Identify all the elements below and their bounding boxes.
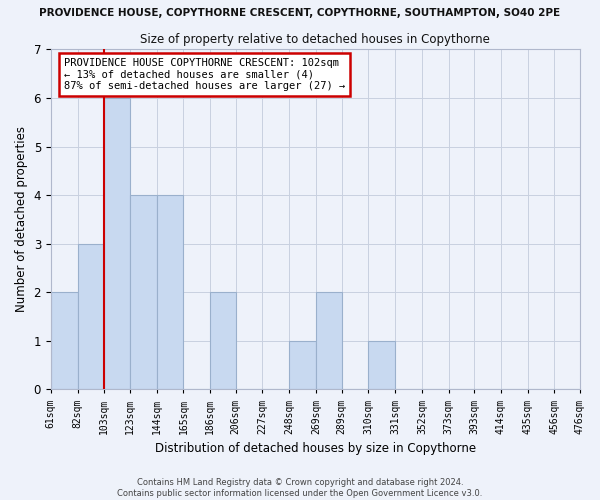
Bar — [157, 195, 184, 390]
Text: Contains HM Land Registry data © Crown copyright and database right 2024.
Contai: Contains HM Land Registry data © Crown c… — [118, 478, 482, 498]
Bar — [104, 98, 130, 390]
Bar — [210, 292, 236, 390]
Bar — [316, 292, 341, 390]
Text: PROVIDENCE HOUSE COPYTHORNE CRESCENT: 102sqm
← 13% of detached houses are smalle: PROVIDENCE HOUSE COPYTHORNE CRESCENT: 10… — [64, 58, 345, 91]
X-axis label: Distribution of detached houses by size in Copythorne: Distribution of detached houses by size … — [155, 442, 476, 455]
Bar — [130, 195, 157, 390]
Bar — [51, 292, 77, 390]
Text: PROVIDENCE HOUSE, COPYTHORNE CRESCENT, COPYTHORNE, SOUTHAMPTON, SO40 2PE: PROVIDENCE HOUSE, COPYTHORNE CRESCENT, C… — [40, 8, 560, 18]
Bar — [368, 341, 395, 390]
Y-axis label: Number of detached properties: Number of detached properties — [15, 126, 28, 312]
Title: Size of property relative to detached houses in Copythorne: Size of property relative to detached ho… — [140, 32, 490, 46]
Bar — [289, 341, 316, 390]
Bar — [77, 244, 104, 390]
